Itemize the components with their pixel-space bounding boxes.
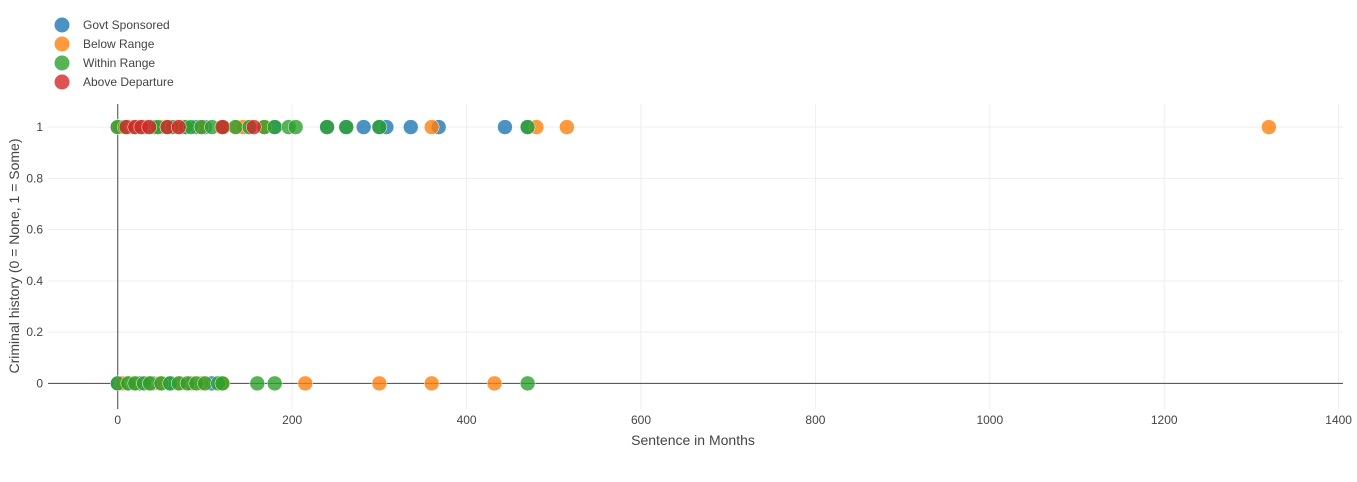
data-point xyxy=(423,119,440,135)
x-tick-label: 600 xyxy=(631,413,651,427)
legend-marker xyxy=(54,74,70,90)
x-tick-label: 800 xyxy=(805,413,825,427)
y-tick-label: 1 xyxy=(36,120,43,134)
x-tick-label: 1000 xyxy=(976,413,1003,427)
data-point xyxy=(423,375,440,392)
data-point xyxy=(319,119,335,135)
data-point xyxy=(197,375,213,392)
data-point xyxy=(246,119,262,135)
legend-label: Within Range xyxy=(83,56,155,70)
y-tick-label: 0.2 xyxy=(26,325,43,339)
data-point xyxy=(338,119,354,135)
data-point xyxy=(559,119,575,135)
data-point xyxy=(287,119,304,135)
legend-item[interactable]: Below Range xyxy=(54,36,155,52)
legend-item[interactable]: Above Departure xyxy=(54,74,175,90)
legend-label: Govt Sponsored xyxy=(83,18,170,32)
legend-item[interactable]: Govt Sponsored xyxy=(54,17,170,33)
data-point xyxy=(486,375,503,392)
legend-label: Below Range xyxy=(83,37,155,51)
y-tick-label: 0 xyxy=(36,376,43,390)
x-axis-title: Sentence in Months xyxy=(631,432,755,448)
data-point xyxy=(214,119,231,135)
y-tick-label: 0.4 xyxy=(26,274,43,288)
data-point xyxy=(266,119,283,135)
legend-marker xyxy=(54,36,70,52)
grid xyxy=(48,104,1343,409)
data-point xyxy=(497,119,513,135)
data-point xyxy=(403,119,419,135)
data-point xyxy=(227,119,244,135)
data-point xyxy=(214,375,231,392)
legend-label: Above Departure xyxy=(83,75,174,89)
y-tick-label: 0.8 xyxy=(26,171,43,185)
x-tick-label: 200 xyxy=(282,413,302,427)
legend-item[interactable]: Within Range xyxy=(54,55,156,71)
y-tick-label: 0.6 xyxy=(26,223,43,237)
data-point xyxy=(141,119,157,135)
data-point xyxy=(355,119,372,135)
x-tick-label: 400 xyxy=(457,413,477,427)
data-point xyxy=(1261,119,1277,135)
x-tick-label: 0 xyxy=(114,413,121,427)
legend-marker xyxy=(54,55,70,71)
legend: Govt Sponsored Below Range Within Range Abo… xyxy=(54,17,175,90)
legend-marker xyxy=(54,17,70,33)
data-point xyxy=(519,119,536,135)
data-point xyxy=(297,375,314,392)
data-point xyxy=(371,119,388,135)
data-point xyxy=(249,375,266,392)
x-tick-label: 1200 xyxy=(1151,413,1178,427)
data-point xyxy=(171,119,187,135)
data-point xyxy=(266,375,283,392)
x-tick-label: 1400 xyxy=(1325,413,1352,427)
data-points xyxy=(110,119,1277,392)
data-point xyxy=(371,375,388,392)
data-point xyxy=(519,375,536,392)
y-axis-title: Criminal history (0 = None, 1 = Some) xyxy=(6,139,22,374)
